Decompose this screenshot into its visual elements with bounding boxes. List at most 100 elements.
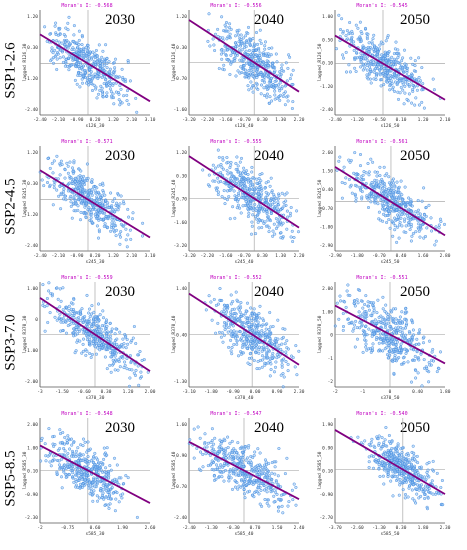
data-point — [394, 40, 398, 44]
data-point — [227, 26, 232, 30]
data-point — [206, 464, 210, 468]
data-point — [420, 216, 425, 220]
data-point — [61, 197, 66, 201]
data-point — [113, 354, 117, 358]
data-point — [102, 457, 106, 461]
data-point — [105, 446, 109, 450]
data-point — [239, 350, 243, 354]
data-point — [103, 211, 107, 215]
data-point — [127, 215, 131, 219]
data-point — [367, 41, 371, 45]
data-point — [244, 61, 248, 65]
data-point — [396, 60, 400, 65]
data-point — [402, 48, 407, 52]
x-tick-label: 1.50 — [272, 525, 283, 531]
data-point — [276, 224, 280, 228]
data-point — [378, 218, 382, 222]
x-axis-title: s126_30 — [86, 123, 105, 129]
data-point — [81, 174, 86, 178]
data-point — [244, 34, 248, 38]
data-point — [104, 327, 108, 331]
data-point — [93, 345, 97, 349]
data-point — [233, 448, 237, 453]
data-point — [66, 189, 70, 193]
data-point — [407, 338, 411, 342]
data-point — [107, 206, 111, 210]
data-point — [373, 178, 377, 182]
data-point — [258, 56, 262, 60]
data-point — [256, 220, 260, 224]
data-point — [350, 320, 354, 324]
data-point — [259, 335, 263, 339]
data-point — [356, 26, 360, 30]
y-tick-label: -2.40 — [173, 515, 187, 521]
data-point — [369, 157, 373, 161]
data-point — [117, 476, 121, 480]
data-point — [115, 491, 119, 495]
data-point — [119, 87, 123, 91]
data-point — [364, 324, 368, 328]
data-point — [294, 485, 298, 489]
data-point — [229, 333, 233, 337]
data-point — [420, 88, 424, 92]
data-point — [273, 343, 277, 347]
data-point — [222, 333, 226, 337]
data-point — [118, 365, 122, 369]
data-point — [415, 350, 419, 354]
data-point — [82, 470, 86, 474]
data-point — [81, 64, 85, 68]
data-point — [122, 482, 126, 486]
data-point — [214, 457, 218, 461]
data-point — [236, 191, 241, 195]
data-point — [225, 182, 229, 186]
data-point — [93, 462, 97, 466]
data-point — [414, 96, 418, 100]
data-point — [129, 340, 133, 344]
data-point — [268, 219, 273, 223]
x-tick-label: -2.40 — [182, 525, 196, 531]
data-point — [235, 155, 239, 159]
data-point — [219, 52, 223, 56]
data-point — [255, 181, 259, 185]
data-point — [91, 481, 95, 485]
regression-line — [188, 292, 300, 366]
data-point — [386, 338, 390, 342]
data-point — [262, 221, 266, 226]
data-point — [400, 210, 404, 214]
data-point — [94, 352, 99, 356]
data-point — [413, 103, 417, 107]
data-point — [274, 226, 278, 231]
data-point — [258, 51, 262, 55]
data-point — [48, 460, 52, 464]
data-point — [121, 345, 125, 349]
data-point — [390, 81, 394, 86]
data-point — [251, 90, 255, 94]
x-tick-label: -2.40 — [33, 117, 47, 123]
data-point — [243, 447, 247, 451]
data-point — [89, 210, 93, 215]
data-point — [228, 469, 233, 473]
data-point — [385, 80, 389, 84]
data-point — [257, 311, 261, 316]
data-point — [245, 186, 249, 190]
data-point — [265, 210, 269, 214]
data-point — [250, 224, 254, 228]
data-point — [384, 202, 388, 207]
data-point — [77, 42, 81, 46]
data-point — [276, 509, 280, 513]
data-point — [224, 456, 228, 460]
data-point — [354, 196, 358, 200]
data-point — [254, 64, 258, 68]
data-point — [234, 181, 238, 186]
data-point — [208, 44, 212, 48]
data-point — [375, 174, 379, 178]
x-tick-label: 1.90 — [117, 525, 128, 531]
data-point — [76, 175, 80, 179]
data-point — [287, 500, 291, 504]
data-point — [249, 232, 254, 236]
data-point — [230, 50, 234, 54]
data-point — [245, 482, 249, 486]
data-point — [212, 442, 216, 446]
data-point — [259, 197, 263, 201]
